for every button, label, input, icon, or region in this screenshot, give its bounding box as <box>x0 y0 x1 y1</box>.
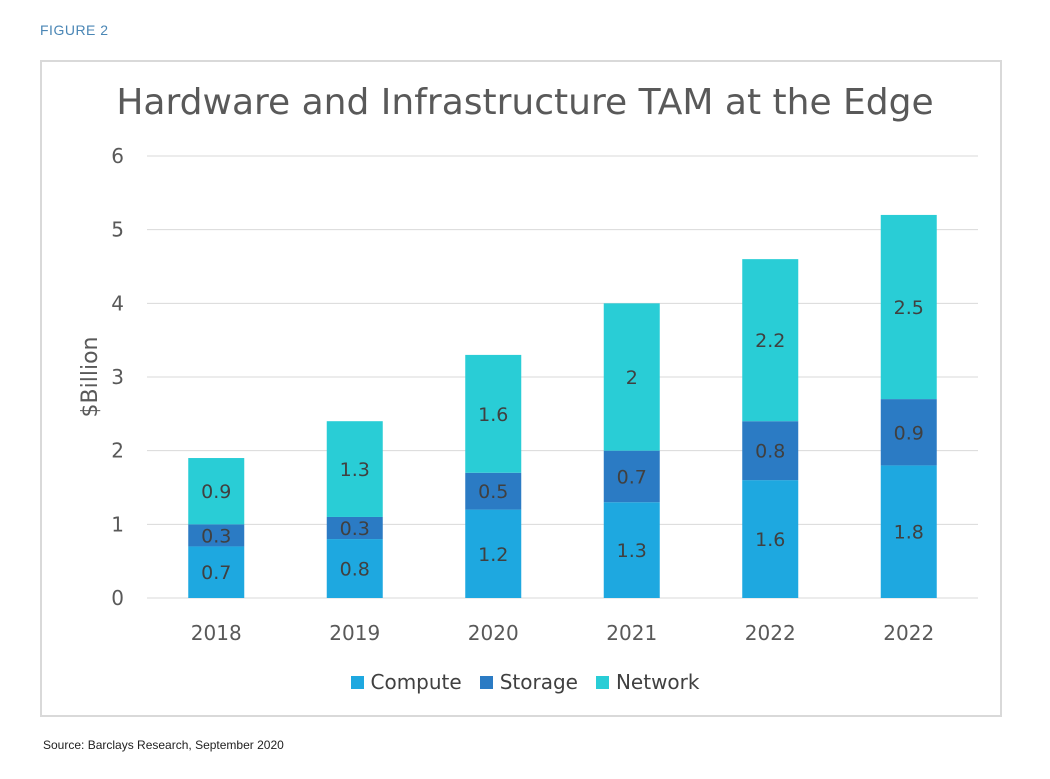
x-tick-label: 2020 <box>468 621 519 645</box>
data-label-storage: 0.9 <box>894 422 924 444</box>
legend-swatch-storage <box>479 675 493 689</box>
legend-label-network: Network <box>615 670 700 694</box>
bar-network-1 <box>326 421 383 517</box>
bar-storage-3 <box>603 450 660 503</box>
bar-compute-1 <box>326 539 383 598</box>
chart-legend: Compute Storage Network <box>0 670 1050 694</box>
data-label-storage: 0.3 <box>340 518 370 540</box>
legend-label-compute: Compute <box>370 670 462 694</box>
legend-item-storage: Storage <box>479 670 578 694</box>
x-tick-label: 2019 <box>329 621 380 645</box>
bar-compute-2 <box>465 509 522 598</box>
data-label-network: 2 <box>626 367 638 389</box>
bar-storage-5 <box>880 399 937 466</box>
bar-storage-2 <box>465 472 522 510</box>
legend-swatch-compute <box>350 675 364 689</box>
legend-swatch-network <box>595 675 609 689</box>
data-label-storage: 0.3 <box>201 525 231 547</box>
data-label-compute: 0.8 <box>340 559 370 581</box>
y-tick-label: 2 <box>111 439 124 463</box>
bar-network-5 <box>880 214 937 400</box>
x-tick-label: 2018 <box>191 621 242 645</box>
y-tick-label: 5 <box>111 218 124 242</box>
y-tick-label: 0 <box>111 586 124 610</box>
legend-label-storage: Storage <box>499 670 578 694</box>
data-label-storage: 0.7 <box>617 466 647 488</box>
y-tick-label: 1 <box>111 512 124 536</box>
figure-label: FIGURE 2 <box>40 22 109 38</box>
data-label-compute: 1.2 <box>478 544 508 566</box>
bar-compute-4 <box>742 480 799 598</box>
x-tick-label: 2022 <box>745 621 796 645</box>
bar-storage-0 <box>188 524 245 547</box>
x-tick-label: 2021 <box>606 621 657 645</box>
bar-compute-3 <box>603 502 660 598</box>
data-label-compute: 1.8 <box>894 522 924 544</box>
chart-title: Hardware and Infrastructure TAM at the E… <box>116 82 934 123</box>
data-label-storage: 0.8 <box>755 441 785 463</box>
data-label-compute: 1.3 <box>617 540 647 562</box>
data-label-compute: 1.6 <box>755 529 785 551</box>
data-label-network: 1.3 <box>340 459 370 481</box>
source-note: Source: Barclays Research, September 202… <box>43 738 284 752</box>
bar-network-2 <box>465 354 522 473</box>
bar-network-4 <box>742 259 799 422</box>
bar-storage-4 <box>742 421 799 481</box>
legend-item-compute: Compute <box>350 670 462 694</box>
y-tick-label: 3 <box>111 365 124 389</box>
bar-compute-5 <box>880 465 937 598</box>
legend-item-network: Network <box>595 670 700 694</box>
data-label-storage: 0.5 <box>478 481 508 503</box>
data-label-network: 2.2 <box>755 330 785 352</box>
bar-network-3 <box>603 303 660 451</box>
data-label-compute: 0.7 <box>201 562 231 584</box>
y-axis-title: $Billion <box>78 337 103 418</box>
bar-network-0 <box>188 458 245 525</box>
data-label-network: 1.6 <box>478 404 508 426</box>
bar-storage-1 <box>326 516 383 540</box>
bar-compute-0 <box>188 546 245 598</box>
y-tick-label: 6 <box>111 144 124 168</box>
data-label-network: 0.9 <box>201 481 231 503</box>
x-tick-label: 2022 <box>883 621 934 645</box>
y-tick-label: 4 <box>111 291 124 315</box>
data-label-network: 2.5 <box>894 297 924 319</box>
